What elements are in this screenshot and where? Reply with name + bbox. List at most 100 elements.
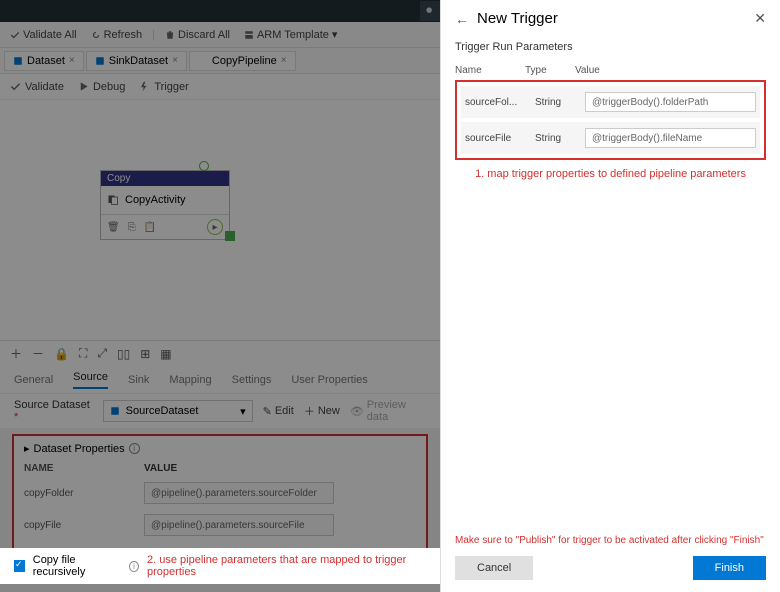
validate-label: Validate bbox=[25, 81, 64, 93]
activity-header: Copy bbox=[101, 171, 229, 186]
recursive-checkbox[interactable] bbox=[14, 560, 25, 572]
info-icon[interactable]: i bbox=[129, 443, 140, 454]
close-icon[interactable]: × bbox=[281, 55, 287, 66]
discard-all-button[interactable]: Discard All bbox=[161, 27, 234, 43]
delete-icon[interactable]: 🗑 bbox=[107, 222, 120, 233]
param-type: String bbox=[535, 133, 585, 144]
separator: | bbox=[152, 29, 155, 41]
dropdown-value: SourceDataset bbox=[126, 405, 199, 417]
refresh-label: Refresh bbox=[104, 29, 143, 41]
param-value-input[interactable] bbox=[585, 128, 756, 148]
canvas-toolbar: ＋ － 🔒 ⛶ ⤢ ▯▯ ⊞ ▦ bbox=[0, 340, 440, 366]
preview-button[interactable]: 👁 Preview data bbox=[350, 399, 426, 423]
prop-name: copyFolder bbox=[24, 488, 144, 499]
close-button[interactable]: ✕ bbox=[754, 10, 766, 27]
prop-name: copyFile bbox=[24, 520, 144, 531]
refresh-icon bbox=[91, 30, 101, 40]
tab-user-properties[interactable]: User Properties bbox=[291, 374, 367, 386]
chevron-down-icon: ▾ bbox=[332, 28, 338, 41]
connector-handle[interactable] bbox=[225, 231, 235, 241]
pipeline-icon bbox=[198, 56, 208, 66]
new-button[interactable]: ＋ New bbox=[304, 403, 340, 419]
trigger-label: Trigger bbox=[154, 81, 188, 93]
prop-value-input[interactable] bbox=[144, 514, 334, 536]
validate-all-label: Validate All bbox=[23, 29, 77, 41]
info-icon[interactable]: i bbox=[129, 561, 139, 572]
edit-button[interactable]: ✎ Edit bbox=[263, 405, 294, 418]
back-button[interactable]: ← bbox=[455, 11, 469, 27]
source-dataset-dropdown[interactable]: SourceDataset ▾ bbox=[103, 400, 253, 422]
arm-template-label: ARM Template bbox=[257, 29, 329, 41]
param-value-input[interactable] bbox=[585, 92, 756, 112]
tab-label: CopyPipeline bbox=[212, 55, 277, 67]
validate-button[interactable]: Validate bbox=[10, 81, 64, 93]
cancel-button[interactable]: Cancel bbox=[455, 556, 533, 580]
param-row: sourceFile String bbox=[461, 122, 760, 154]
param-type: String bbox=[535, 97, 585, 108]
template-icon bbox=[244, 30, 254, 40]
tab-mapping[interactable]: Mapping bbox=[169, 374, 211, 386]
tab-label: Dataset bbox=[27, 55, 65, 67]
recursive-label: Copy file recursively bbox=[33, 554, 121, 578]
param-name: sourceFol... bbox=[465, 97, 535, 108]
run-icon[interactable]: ▸ bbox=[207, 219, 223, 235]
dataset-prop-row: copyFile bbox=[24, 514, 416, 536]
copy-icon[interactable]: 📋 bbox=[144, 222, 156, 233]
tab-label: SinkDataset bbox=[109, 55, 168, 67]
align-icon[interactable]: ▯▯ bbox=[117, 347, 130, 361]
grid-icon[interactable]: ▦ bbox=[160, 347, 171, 361]
play-icon bbox=[78, 81, 89, 92]
finish-button[interactable]: Finish bbox=[693, 556, 766, 580]
discard-all-label: Discard All bbox=[178, 29, 230, 41]
dataset-properties-title: ▸ Dataset Properties i bbox=[24, 442, 416, 455]
tab-dataset[interactable]: Dataset × bbox=[4, 51, 84, 71]
search-icon bbox=[425, 6, 436, 17]
publish-note: Make sure to "Publish" for trigger to be… bbox=[441, 527, 780, 550]
search-box[interactable] bbox=[420, 1, 440, 21]
zoom-out-icon[interactable]: － bbox=[32, 345, 44, 362]
dataset-icon bbox=[110, 406, 120, 416]
annotation-1: 1. map trigger properties to defined pip… bbox=[455, 168, 766, 180]
tab-sinkdataset[interactable]: SinkDataset × bbox=[86, 51, 187, 71]
annotation-2: 2. use pipeline parameters that are mapp… bbox=[147, 554, 426, 578]
pipeline-canvas[interactable]: Copy CopyActivity 🗑 ⎘ 📋 ▸ bbox=[0, 100, 440, 340]
check-icon bbox=[10, 81, 21, 92]
debug-button[interactable]: Debug bbox=[78, 81, 125, 93]
fit-icon[interactable]: ⛶ bbox=[79, 346, 87, 361]
lock-icon[interactable]: 🔒 bbox=[54, 347, 69, 361]
dataset-icon bbox=[95, 56, 105, 66]
zoom-in-icon[interactable]: ＋ bbox=[10, 345, 22, 362]
status-indicator bbox=[199, 161, 209, 171]
parameters-box: sourceFol... String sourceFile String bbox=[455, 80, 766, 160]
dataset-properties-box: ▸ Dataset Properties i NAME VALUE copyFo… bbox=[12, 434, 428, 560]
tab-general[interactable]: General bbox=[14, 374, 53, 386]
tab-copypipeline[interactable]: CopyPipeline × bbox=[189, 51, 296, 71]
check-icon bbox=[10, 30, 20, 40]
tab-settings[interactable]: Settings bbox=[232, 374, 272, 386]
new-trigger-panel: ← New Trigger ✕ Trigger Run Parameters N… bbox=[440, 0, 780, 592]
col-name: Name bbox=[455, 65, 525, 76]
col-type: Type bbox=[525, 65, 575, 76]
panel-title: New Trigger bbox=[477, 10, 746, 27]
dataset-prop-row: copyFolder bbox=[24, 482, 416, 504]
layout-icon[interactable]: ⊞ bbox=[140, 347, 150, 361]
arm-template-button[interactable]: ARM Template ▾ bbox=[240, 26, 341, 43]
tab-sink[interactable]: Sink bbox=[128, 374, 149, 386]
activity-name: CopyActivity bbox=[125, 194, 186, 206]
tab-source[interactable]: Source bbox=[73, 371, 108, 389]
param-row: sourceFol... String bbox=[461, 86, 760, 118]
expand-icon[interactable]: ⤢ bbox=[97, 346, 107, 361]
close-icon[interactable]: × bbox=[69, 55, 75, 66]
prop-value-input[interactable] bbox=[144, 482, 334, 504]
param-name: sourceFile bbox=[465, 133, 535, 144]
bolt-icon bbox=[139, 81, 150, 92]
copy-activity[interactable]: Copy CopyActivity 🗑 ⎘ 📋 ▸ bbox=[100, 170, 230, 240]
clone-icon[interactable]: ⎘ bbox=[128, 222, 136, 233]
validate-all-button[interactable]: Validate All bbox=[6, 27, 81, 43]
refresh-button[interactable]: Refresh bbox=[87, 27, 147, 43]
trigger-button[interactable]: Trigger bbox=[139, 81, 188, 93]
col-value: Value bbox=[575, 65, 766, 76]
close-icon[interactable]: × bbox=[172, 55, 178, 66]
panel-subtitle: Trigger Run Parameters bbox=[455, 41, 766, 53]
col-name: NAME bbox=[24, 463, 144, 474]
